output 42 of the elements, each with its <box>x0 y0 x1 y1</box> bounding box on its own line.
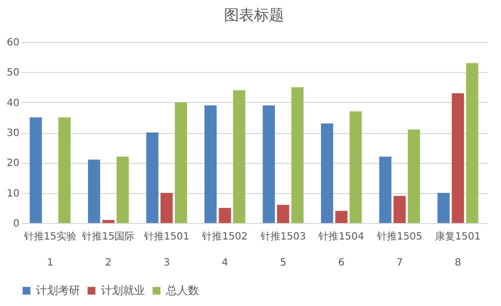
bar <box>102 220 114 223</box>
bar <box>291 87 304 223</box>
category-label: 康复1501 8 <box>435 232 481 268</box>
bar <box>30 117 42 223</box>
bar <box>394 196 406 223</box>
y-tick-label: 20 <box>6 158 20 170</box>
bar <box>160 192 173 223</box>
category-label: 针推1502 4 <box>202 232 248 268</box>
bar <box>452 93 464 223</box>
bar <box>379 156 392 223</box>
bar <box>320 123 334 223</box>
y-tick-label: 0 <box>13 218 20 230</box>
bar <box>466 63 478 223</box>
bar <box>204 105 217 223</box>
legend-label: 计划考研 <box>36 284 80 297</box>
bar <box>88 160 100 223</box>
bar <box>58 117 71 223</box>
bar <box>262 105 275 223</box>
category-label: 针推1503 5 <box>260 232 306 268</box>
bar <box>437 192 450 223</box>
y-tick-label: 10 <box>6 188 20 200</box>
category-label: 针推15国际 2 <box>82 232 135 268</box>
y-tick-label: 60 <box>6 38 20 48</box>
bar <box>350 111 362 223</box>
bar <box>174 102 188 223</box>
bar <box>116 156 129 223</box>
y-tick-label: 30 <box>6 128 20 139</box>
category-label: 针推1504 6 <box>318 232 364 268</box>
legend-label: 计划就业 <box>101 284 145 297</box>
category-label: 针推1505 7 <box>376 232 422 268</box>
bar <box>233 90 246 223</box>
bar <box>335 210 348 223</box>
bar <box>408 129 420 223</box>
chart-title: 图表标题 <box>224 6 284 24</box>
legend-label: 总人数 <box>165 284 199 297</box>
y-tick-label: 40 <box>6 98 20 109</box>
category-label: 针推15实验 1 <box>24 232 76 268</box>
y-tick-label: 50 <box>6 68 20 79</box>
category-label: 针推1501 3 <box>144 232 190 268</box>
bar <box>218 208 231 223</box>
bar <box>146 132 158 223</box>
bar <box>277 204 290 223</box>
